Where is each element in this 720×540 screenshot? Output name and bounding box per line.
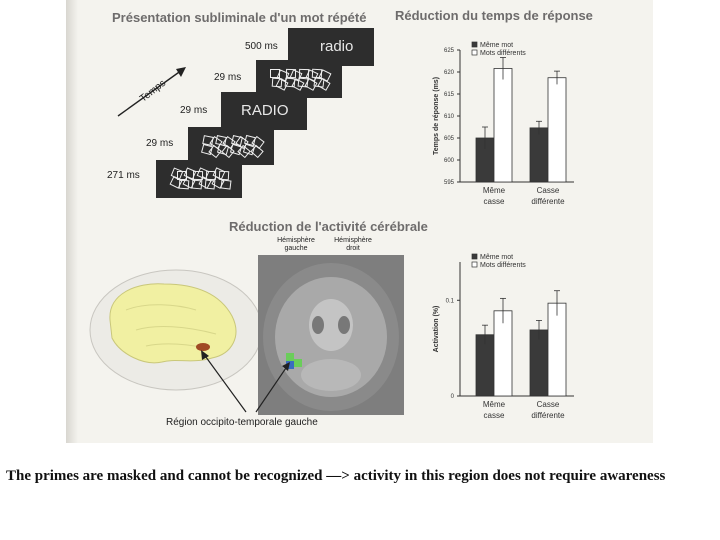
legend-swatch xyxy=(471,253,478,260)
frame-mask-2 xyxy=(188,127,274,165)
mask-square xyxy=(270,69,280,78)
bar xyxy=(493,310,513,397)
duration-label-1: 500 ms xyxy=(245,41,278,52)
bar xyxy=(529,127,549,183)
page-shadow xyxy=(66,0,78,443)
y-tick-label: 0 xyxy=(451,394,455,400)
duration-label-5: 271 ms xyxy=(107,170,140,181)
bar xyxy=(547,302,567,397)
legend-swatch xyxy=(471,49,478,56)
frame-mask-1 xyxy=(256,60,342,98)
response-time-header: Réduction du temps de réponse xyxy=(395,8,593,23)
category-label: Même xyxy=(483,186,506,195)
legend-label: Même mot xyxy=(480,42,513,49)
y-tick-label: 600 xyxy=(444,158,455,164)
caption: The primes are masked and cannot be reco… xyxy=(6,468,666,484)
category-label: différente xyxy=(531,197,565,206)
activation-spot xyxy=(196,343,210,351)
frame-word-lower: radio xyxy=(288,28,374,66)
duration-label-3: 29 ms xyxy=(180,105,208,116)
legend-label: Mots différents xyxy=(480,262,526,269)
category-label: Même xyxy=(483,400,506,409)
y-axis-label: Temps de réponse (ms) xyxy=(433,77,440,155)
time-arrow xyxy=(117,67,186,117)
category-label: Casse xyxy=(537,400,560,409)
bar xyxy=(529,329,549,397)
presentation-header: Présentation subliminale d'un mot répété xyxy=(112,10,367,25)
category-label: casse xyxy=(484,411,505,420)
y-axis-label: Activation (%) xyxy=(433,306,440,353)
category-label: Casse xyxy=(537,186,560,195)
legend-label: Même mot xyxy=(480,254,513,261)
mask-square xyxy=(177,171,187,180)
legend-swatch xyxy=(471,261,478,268)
y-tick-label: 610 xyxy=(444,114,455,120)
region-label: Région occipito-temporale gauche xyxy=(166,417,318,428)
y-tick-label: 620 xyxy=(444,70,455,76)
y-tick-label: 595 xyxy=(444,180,455,186)
bar xyxy=(493,68,513,183)
region-pointers xyxy=(201,350,290,413)
word-radio-upper: RADIO xyxy=(241,102,289,119)
frame-mask-3 xyxy=(156,160,242,198)
left-hemisphere-label: Hémisphère gauche xyxy=(277,237,315,252)
legend-label: Mots différents xyxy=(480,50,526,57)
duration-label-2: 29 ms xyxy=(214,72,242,83)
y-tick-label: 625 xyxy=(444,48,455,54)
brain-illustration xyxy=(89,269,263,391)
legend-swatch xyxy=(471,41,478,48)
word-radio-lower: radio xyxy=(320,38,354,55)
frame-word-upper: RADIO xyxy=(221,92,307,130)
duration-label-4: 29 ms xyxy=(146,138,174,149)
category-label: casse xyxy=(484,197,505,206)
brain-3d-model xyxy=(109,283,237,364)
y-tick-label: 605 xyxy=(444,136,455,142)
right-hemisphere-label: Hémisphère droit xyxy=(334,237,372,252)
bar xyxy=(547,77,567,183)
response-time-chart: 595 600 605 610 615 620 625 Temps de réponse (m… xyxy=(433,41,574,206)
brain-activity-header: Réduction de l'activité cérébrale xyxy=(229,219,428,234)
y-tick-label: 615 xyxy=(444,92,455,98)
mri-scan xyxy=(258,255,404,415)
figure-panel: Présentation subliminale d'un mot répété… xyxy=(66,0,653,443)
activation-highlight xyxy=(286,353,294,361)
category-label: différente xyxy=(531,411,565,420)
y-tick-label: 0.1 xyxy=(446,298,455,304)
